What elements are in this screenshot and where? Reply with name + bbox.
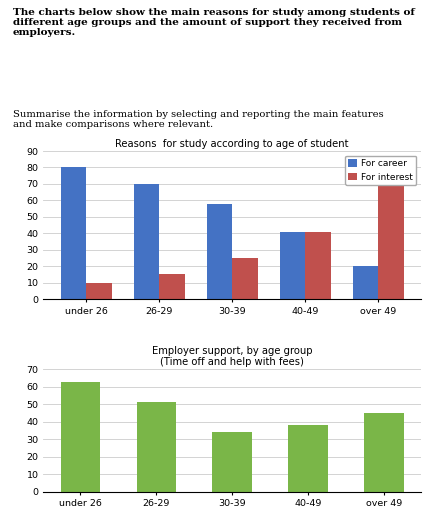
Bar bbox=[134, 184, 159, 299]
Text: The charts below show the main reasons for study among students of
different age: The charts below show the main reasons f… bbox=[13, 8, 415, 37]
Bar bbox=[61, 381, 100, 492]
Legend: For career, For interest: For career, For interest bbox=[345, 156, 417, 185]
Title: Reasons  for study according to age of student: Reasons for study according to age of st… bbox=[115, 139, 349, 149]
Bar bbox=[288, 425, 328, 492]
Text: Summarise the information by selecting and reporting the main features
and make : Summarise the information by selecting a… bbox=[13, 110, 384, 130]
Bar bbox=[353, 266, 378, 299]
Bar bbox=[232, 258, 258, 299]
Bar bbox=[213, 432, 252, 492]
Bar bbox=[364, 413, 404, 492]
Bar bbox=[207, 204, 232, 299]
Bar bbox=[61, 167, 86, 299]
Bar bbox=[86, 283, 112, 299]
Bar bbox=[137, 402, 176, 492]
Title: Employer support, by age group
(Time off and help with fees): Employer support, by age group (Time off… bbox=[152, 346, 312, 367]
Bar bbox=[159, 274, 185, 299]
Bar bbox=[279, 231, 305, 299]
Bar bbox=[305, 231, 331, 299]
Bar bbox=[378, 184, 404, 299]
